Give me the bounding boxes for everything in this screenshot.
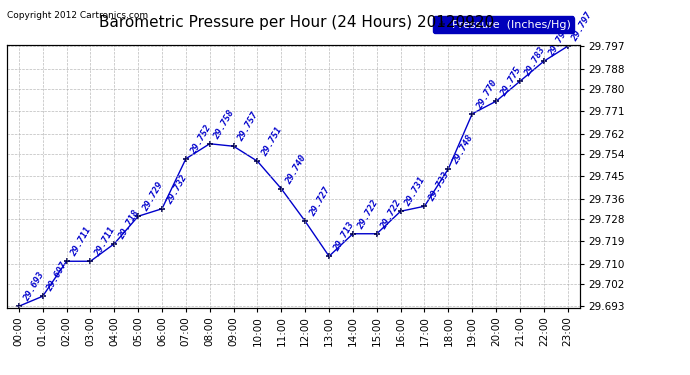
Text: 29.757: 29.757 — [237, 111, 260, 144]
Pressure  (Inches/Hg) — [468, 111, 476, 116]
Pressure  (Inches/Hg) — [540, 59, 548, 63]
Pressure  (Inches/Hg) — [62, 259, 70, 264]
Text: 29.797: 29.797 — [571, 11, 594, 44]
Pressure  (Inches/Hg) — [564, 44, 572, 48]
Pressure  (Inches/Hg) — [420, 204, 428, 209]
Text: 29.740: 29.740 — [284, 153, 308, 186]
Text: 29.791: 29.791 — [546, 26, 571, 58]
Text: 29.718: 29.718 — [117, 209, 141, 241]
Pressure  (Inches/Hg) — [86, 259, 95, 264]
Text: Barometric Pressure per Hour (24 Hours) 20120920: Barometric Pressure per Hour (24 Hours) … — [99, 15, 494, 30]
Text: 29.722: 29.722 — [355, 198, 380, 231]
Pressure  (Inches/Hg) — [39, 294, 47, 298]
Text: 29.783: 29.783 — [523, 46, 546, 78]
Pressure  (Inches/Hg) — [444, 166, 453, 171]
Pressure  (Inches/Hg) — [181, 156, 190, 161]
Text: 29.770: 29.770 — [475, 78, 499, 111]
Text: Copyright 2012 Cartronics.com: Copyright 2012 Cartronics.com — [7, 11, 148, 20]
Pressure  (Inches/Hg) — [348, 231, 357, 236]
Pressure  (Inches/Hg) — [158, 207, 166, 211]
Text: 29.711: 29.711 — [93, 226, 117, 258]
Text: 29.693: 29.693 — [21, 271, 46, 303]
Text: 29.751: 29.751 — [260, 126, 284, 159]
Text: 29.775: 29.775 — [499, 66, 523, 99]
Text: 29.697: 29.697 — [46, 261, 70, 294]
Pressure  (Inches/Hg) — [277, 186, 286, 191]
Text: 29.752: 29.752 — [188, 123, 213, 156]
Text: 29.731: 29.731 — [404, 176, 427, 209]
Text: 29.748: 29.748 — [451, 134, 475, 166]
Text: 29.711: 29.711 — [69, 226, 93, 258]
Text: 29.733: 29.733 — [427, 171, 451, 204]
Pressure  (Inches/Hg) — [397, 209, 405, 213]
Text: 29.732: 29.732 — [165, 174, 188, 206]
Pressure  (Inches/Hg) — [253, 159, 262, 164]
Pressure  (Inches/Hg) — [301, 219, 309, 224]
Pressure  (Inches/Hg) — [14, 304, 23, 309]
Text: 29.722: 29.722 — [380, 198, 404, 231]
Text: 29.713: 29.713 — [332, 221, 356, 254]
Line: Pressure  (Inches/Hg): Pressure (Inches/Hg) — [15, 43, 571, 310]
Text: 29.729: 29.729 — [141, 181, 165, 213]
Text: 29.758: 29.758 — [213, 108, 237, 141]
Text: 29.727: 29.727 — [308, 186, 332, 219]
Pressure  (Inches/Hg) — [230, 144, 238, 148]
Pressure  (Inches/Hg) — [110, 242, 119, 246]
Legend: Pressure  (Inches/Hg): Pressure (Inches/Hg) — [433, 16, 574, 33]
Pressure  (Inches/Hg) — [206, 141, 214, 146]
Pressure  (Inches/Hg) — [516, 79, 524, 84]
Pressure  (Inches/Hg) — [134, 214, 142, 219]
Pressure  (Inches/Hg) — [492, 99, 500, 104]
Pressure  (Inches/Hg) — [325, 254, 333, 258]
Pressure  (Inches/Hg) — [373, 231, 381, 236]
